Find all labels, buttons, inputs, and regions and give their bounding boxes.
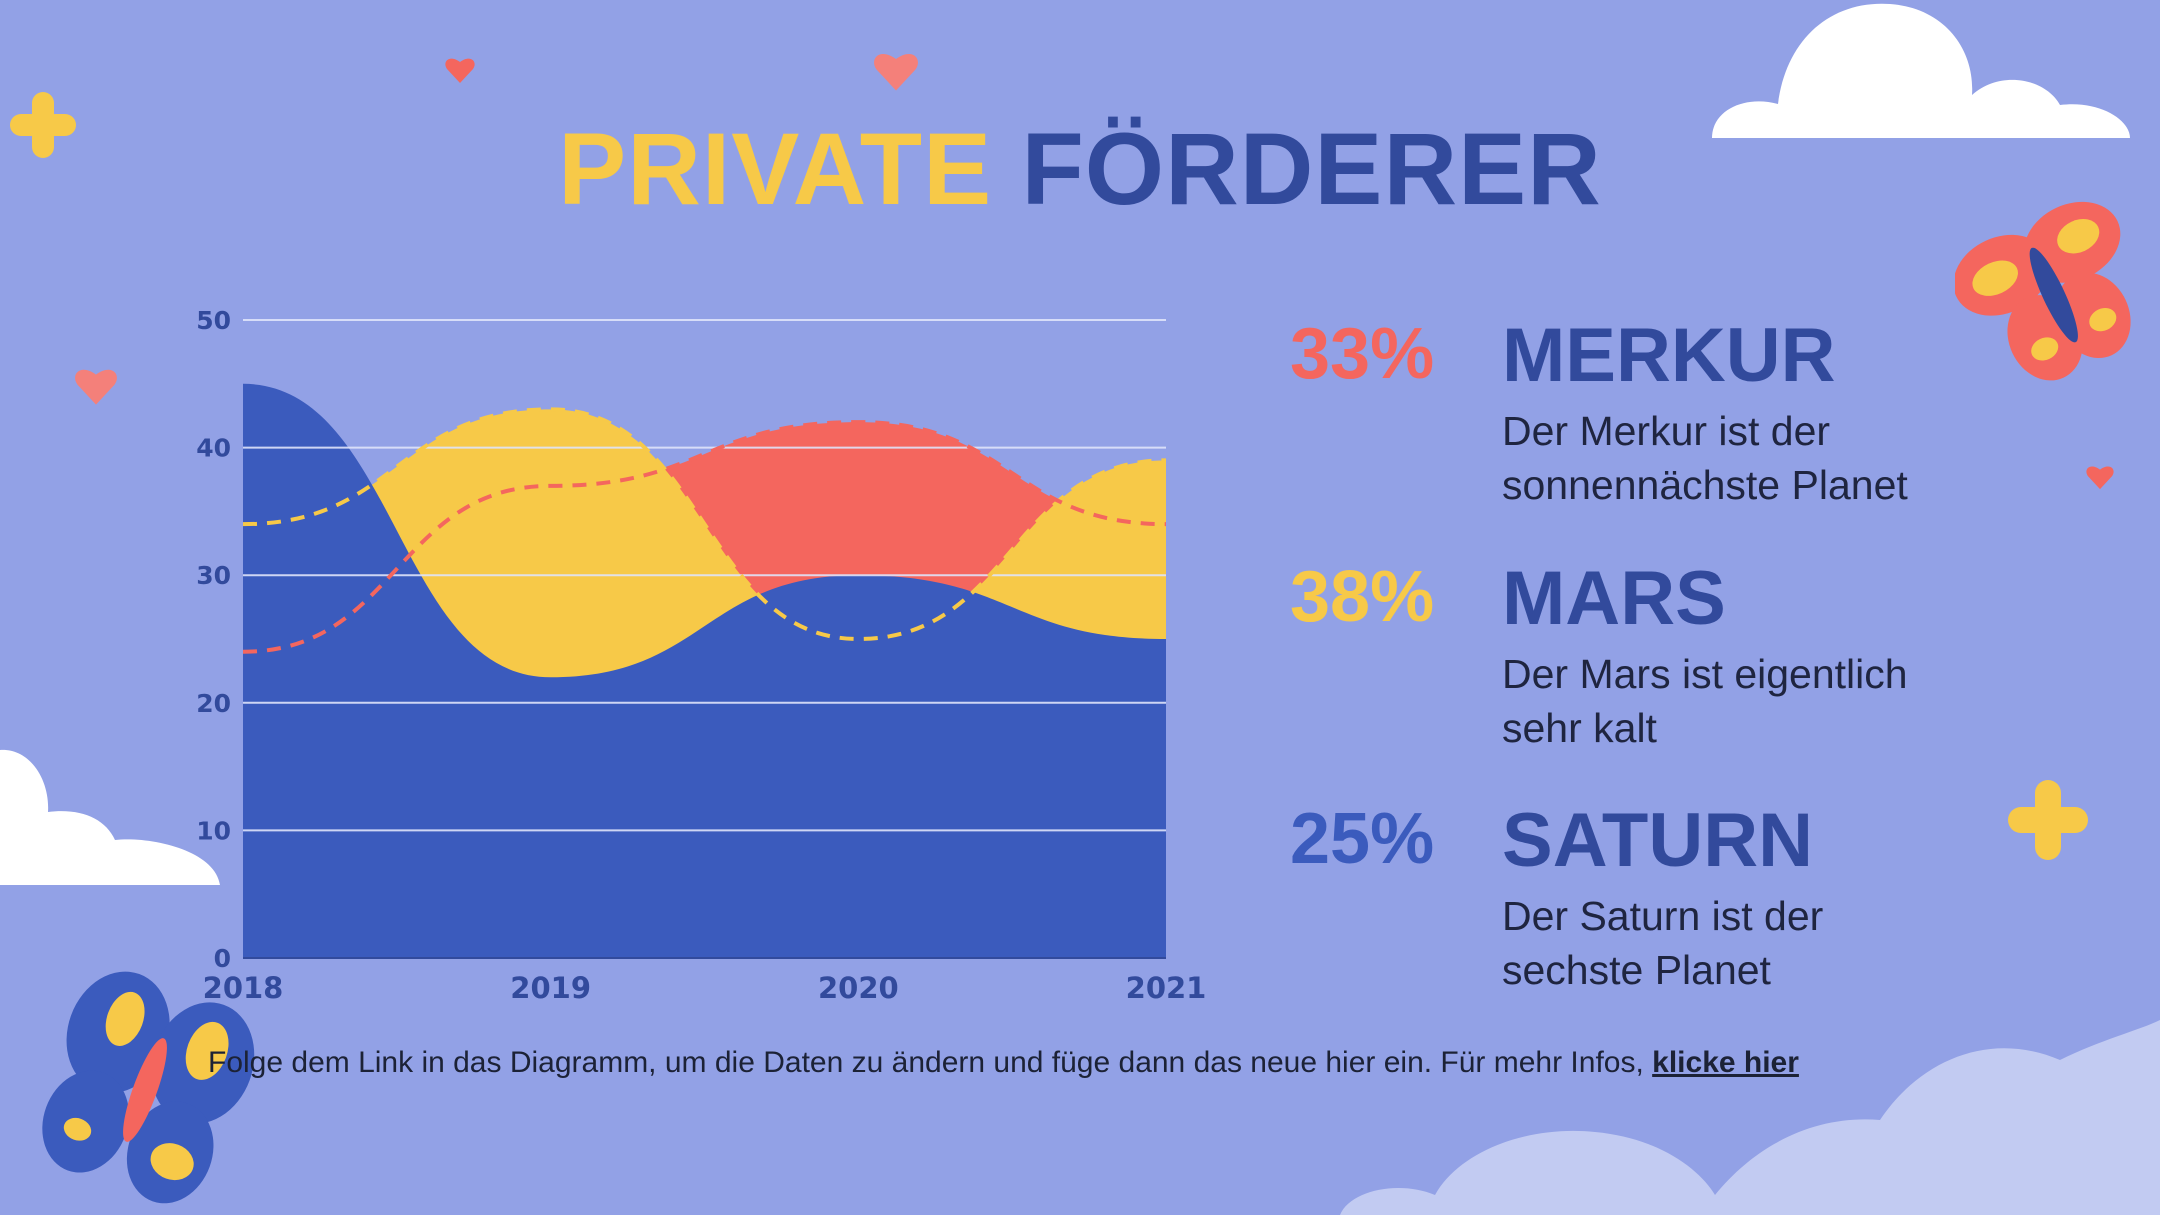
stat-percent: 38% [1290, 557, 1435, 637]
heart-icon [75, 369, 117, 405]
stat-description: Der Mars ist eigentlich sehr kalt [1502, 647, 2022, 755]
y-tick-label: 30 [196, 561, 231, 590]
stat-desc-line-1: Der Merkur ist der [1502, 408, 1831, 454]
cloud-top-right [1712, 3, 2130, 138]
area-chart: 0 10 20 30 40 50 2018 2019 2020 2021 [196, 306, 1207, 1005]
chart-dashed-lines [242, 407, 1167, 654]
chart-gridlines [243, 319, 1166, 959]
heart-icon [2086, 466, 2114, 490]
y-tick-label: 50 [196, 306, 231, 335]
stat-desc-line-1: Der Mars ist eigentlich [1502, 651, 1908, 697]
stat-description: Der Merkur ist der sonnennächste Planet [1502, 404, 2022, 512]
butterfly-icon [42, 971, 255, 1204]
stat-desc-line-1: Der Saturn ist der [1502, 893, 1824, 939]
heart-icon [874, 53, 918, 91]
y-tick-label: 10 [196, 816, 231, 845]
stat-percent: 25% [1290, 799, 1435, 879]
stat-name: MERKUR [1502, 313, 1836, 398]
x-tick-label: 2019 [510, 971, 591, 1005]
stat-desc-line-2: sehr kalt [1502, 705, 1657, 751]
plus-icon [10, 92, 76, 158]
title-part-1: PRIVATE [558, 112, 993, 226]
chart-y-ticks: 0 10 20 30 40 50 [196, 306, 231, 973]
title-part-2: FÖRDERER [1021, 112, 1602, 226]
page-title: PRIVATE FÖRDERER [0, 118, 2160, 220]
plus-icon [2008, 780, 2088, 860]
y-tick-label: 0 [214, 944, 231, 973]
y-tick-label: 20 [196, 689, 231, 718]
chart-areas [243, 383, 1166, 959]
stat-percent: 33% [1290, 314, 1435, 394]
footnote-text: Folge dem Link in das Diagramm, um die D… [208, 1046, 1653, 1079]
chart-x-ticks: 2018 2019 2020 2021 [203, 971, 1207, 1005]
more-info-link[interactable]: klicke hier [1652, 1046, 1799, 1079]
heart-icon [445, 58, 475, 83]
dashed-series-2 [242, 420, 1167, 654]
stat-description: Der Saturn ist der sechste Planet [1502, 889, 2022, 997]
stat-name: SATURN [1502, 798, 1814, 883]
stat-desc-line-2: sonnennächste Planet [1502, 462, 1908, 508]
footnote: Folge dem Link in das Diagramm, um die D… [208, 1046, 1799, 1080]
x-tick-label: 2020 [818, 971, 899, 1005]
dashed-series-1 [242, 407, 1167, 642]
stat-name: MARS [1502, 556, 1726, 641]
cloud-left [0, 749, 220, 885]
y-tick-label: 40 [196, 434, 231, 463]
area-series-1 [243, 383, 1166, 958]
stat-desc-line-2: sechste Planet [1502, 947, 1771, 993]
x-tick-label: 2021 [1126, 971, 1207, 1005]
cloud-bottom-right [1340, 1020, 2160, 1215]
x-tick-label: 2018 [203, 971, 284, 1005]
butterfly-icon [1955, 201, 2131, 381]
